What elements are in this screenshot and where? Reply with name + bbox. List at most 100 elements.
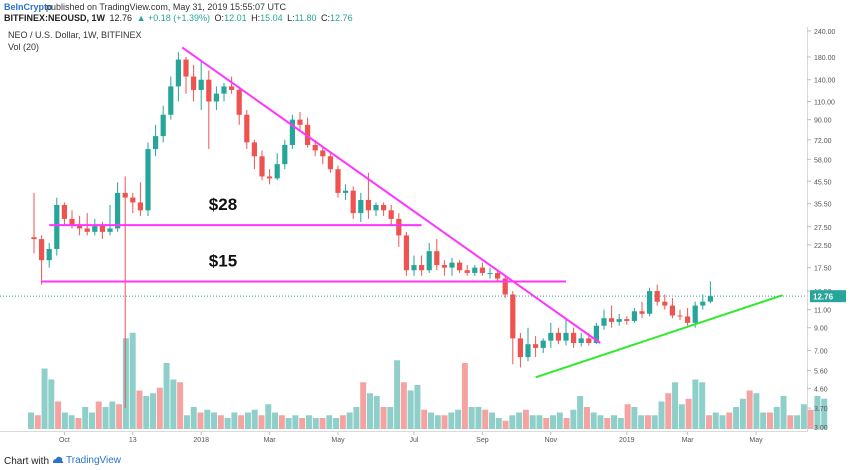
time-axis: Oct 13 2018 Mar May Jul Sep Nov 2019 Mar May — [59, 432, 763, 444]
candle — [198, 59, 204, 111]
volume-bar — [502, 420, 509, 429]
candle-body — [358, 199, 364, 214]
candle — [685, 307, 691, 326]
x-tick-label: 2019 — [619, 437, 635, 444]
x-tick-label: Sep — [476, 437, 489, 444]
candle — [92, 218, 98, 236]
x-tick-label: Jul — [410, 437, 419, 444]
volume-bar — [41, 368, 48, 429]
candle-body — [533, 344, 539, 348]
volume-bar — [651, 415, 658, 429]
chart-header: BeInCrypto published on TradingView.com,… — [0, 0, 850, 26]
candle — [327, 153, 333, 173]
volume-bar — [685, 398, 692, 429]
candle-body — [259, 156, 265, 177]
candle-body — [411, 265, 417, 271]
candle-body — [593, 325, 599, 343]
x-tick-label: Nov — [545, 437, 558, 444]
candle-body — [251, 142, 257, 157]
volume-bar — [583, 407, 590, 429]
volume-bar — [211, 412, 218, 429]
volume-bar — [428, 412, 434, 429]
candle — [335, 165, 341, 198]
candle — [510, 291, 516, 365]
volume-bar — [604, 418, 611, 429]
publisher-brand[interactable]: BeInCrypto — [4, 2, 53, 12]
candle — [601, 309, 607, 330]
close-value: 12.76 — [330, 13, 353, 23]
candle-body — [563, 332, 569, 341]
volume-bar — [305, 415, 312, 429]
candle — [441, 260, 447, 276]
candle-body — [31, 237, 37, 240]
volume-bar — [353, 407, 360, 429]
volume-bar — [699, 382, 706, 429]
candle — [267, 169, 273, 185]
volume-bar — [794, 415, 801, 429]
volume-bar — [238, 415, 245, 429]
candle-body — [449, 262, 455, 268]
candle-body — [381, 204, 387, 211]
volume-bar — [244, 412, 251, 429]
volume-bar — [753, 393, 760, 429]
volume-bar — [658, 401, 665, 429]
candle — [259, 150, 265, 181]
volume-bar — [807, 409, 814, 429]
candle-body — [457, 262, 463, 271]
volume-bar — [678, 404, 685, 429]
volume-bars — [28, 332, 828, 429]
candle — [609, 305, 615, 328]
volume-bar — [366, 393, 373, 429]
tradingview-logo[interactable]: TradingView — [52, 455, 121, 466]
volume-bar — [468, 407, 475, 429]
candle-body — [624, 319, 630, 321]
candle — [373, 202, 379, 216]
candle — [244, 110, 250, 150]
y-tick-label: 90.00 — [814, 118, 832, 125]
volume-bar — [780, 396, 787, 429]
candle-body — [677, 315, 683, 317]
candle — [221, 82, 227, 102]
candle-body — [601, 318, 607, 326]
candle-body — [107, 228, 113, 232]
candle — [274, 153, 280, 181]
volume-bar — [550, 415, 557, 429]
y-tick-label: 7.00 — [814, 348, 828, 355]
volume-bar — [414, 385, 421, 429]
price-chart[interactable]: $28$15 3.003.704.605.607.009.0011.0013.5… — [0, 27, 850, 452]
candle-body — [46, 249, 52, 261]
candle-body — [77, 225, 83, 229]
x-tick-label: Oct — [59, 437, 70, 444]
candle-body — [609, 318, 615, 322]
volume-bar — [672, 382, 679, 429]
x-tick-label: 2018 — [193, 437, 209, 444]
candle — [578, 332, 584, 347]
candle-body — [540, 340, 546, 348]
volume-bar — [509, 415, 516, 429]
volume-bar — [197, 412, 204, 429]
volume-bar — [339, 415, 346, 429]
x-tick-label: Mar — [264, 437, 277, 444]
candle — [457, 260, 463, 273]
plot-background — [0, 27, 807, 432]
volume-bar — [28, 412, 34, 429]
candle-body — [373, 204, 379, 211]
volume-bar — [448, 412, 455, 429]
volume-bar — [163, 363, 170, 429]
tradingview-logo-text: TradingView — [66, 455, 122, 466]
volume-bar — [495, 418, 502, 429]
volume-bar — [82, 407, 89, 429]
y-tick-label: 180.00 — [814, 55, 836, 62]
candle — [563, 320, 569, 346]
candle — [419, 255, 425, 276]
volume-bar — [536, 415, 543, 429]
candle-body — [99, 225, 105, 232]
candle-body — [441, 265, 447, 268]
candle-body — [213, 93, 219, 102]
candle — [381, 202, 387, 216]
candle-body — [426, 251, 432, 271]
candle — [449, 257, 455, 276]
volume-bar — [455, 409, 462, 429]
candle-body — [548, 332, 554, 341]
y-tick-label: 4.60 — [814, 386, 828, 393]
